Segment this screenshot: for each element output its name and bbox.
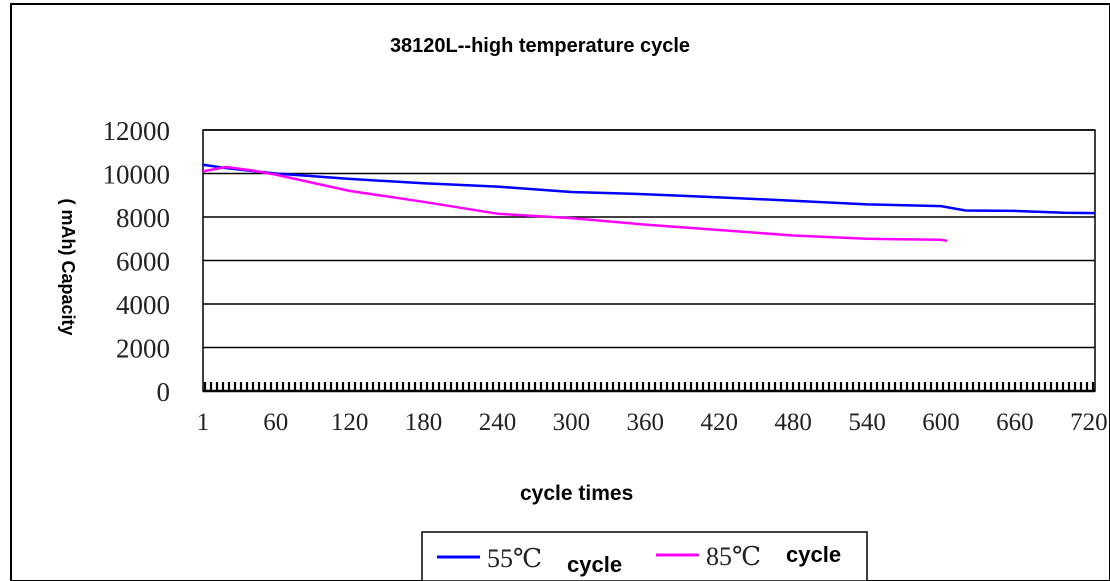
y-tick-label: 0 [157,377,171,407]
legend-label-55c: 55℃ [487,544,542,573]
y-tick-label: 10000 [103,160,171,190]
x-tick-label: 180 [405,409,443,436]
x-tick-label: 420 [700,409,738,436]
legend-label-85c: 85℃ [706,542,761,571]
x-tick-label: 720 [1070,409,1108,436]
y-axis-label: ( mAh) Capacity [58,198,78,335]
y-tick-label: 8000 [116,203,170,233]
y-tick-label: 12000 [103,116,171,146]
x-tick-label: 120 [331,409,369,436]
y-tick-label: 2000 [116,334,170,364]
x-tick-label: 360 [627,409,665,436]
x-tick-label: 600 [922,409,960,436]
x-tick-label: 1 [197,409,210,436]
series-line-55c [202,163,1096,215]
x-tick-label: 480 [774,409,812,436]
x-tick-label: 240 [479,409,517,436]
x-tick-label: 660 [996,409,1034,436]
x-axis-ticks: 1 60 120 180 240 300 360 420 480 540 600 660 720 [197,409,1108,436]
y-tick-label: 4000 [116,290,170,320]
gridlines [203,129,1095,393]
legend: 55℃ cycle 85℃ cycle [421,531,868,581]
chart-title: 38120L--high temperature cycle [390,35,690,57]
y-axis-ticks: 12000 10000 8000 6000 4000 2000 0 [103,116,171,407]
legend-box [421,531,868,581]
x-tick-label: 60 [263,409,288,436]
legend-label-55c-suffix: cycle [567,552,622,577]
series-lines [202,163,1096,243]
legend-label-85c-suffix: cycle [786,542,841,567]
series-line-85c [202,165,948,243]
x-axis-tick-band [203,382,1095,393]
x-tick-label: 540 [848,409,886,436]
x-tick-label: 300 [553,409,591,436]
y-tick-label: 6000 [116,247,170,277]
x-axis-label: cycle times [520,482,633,505]
